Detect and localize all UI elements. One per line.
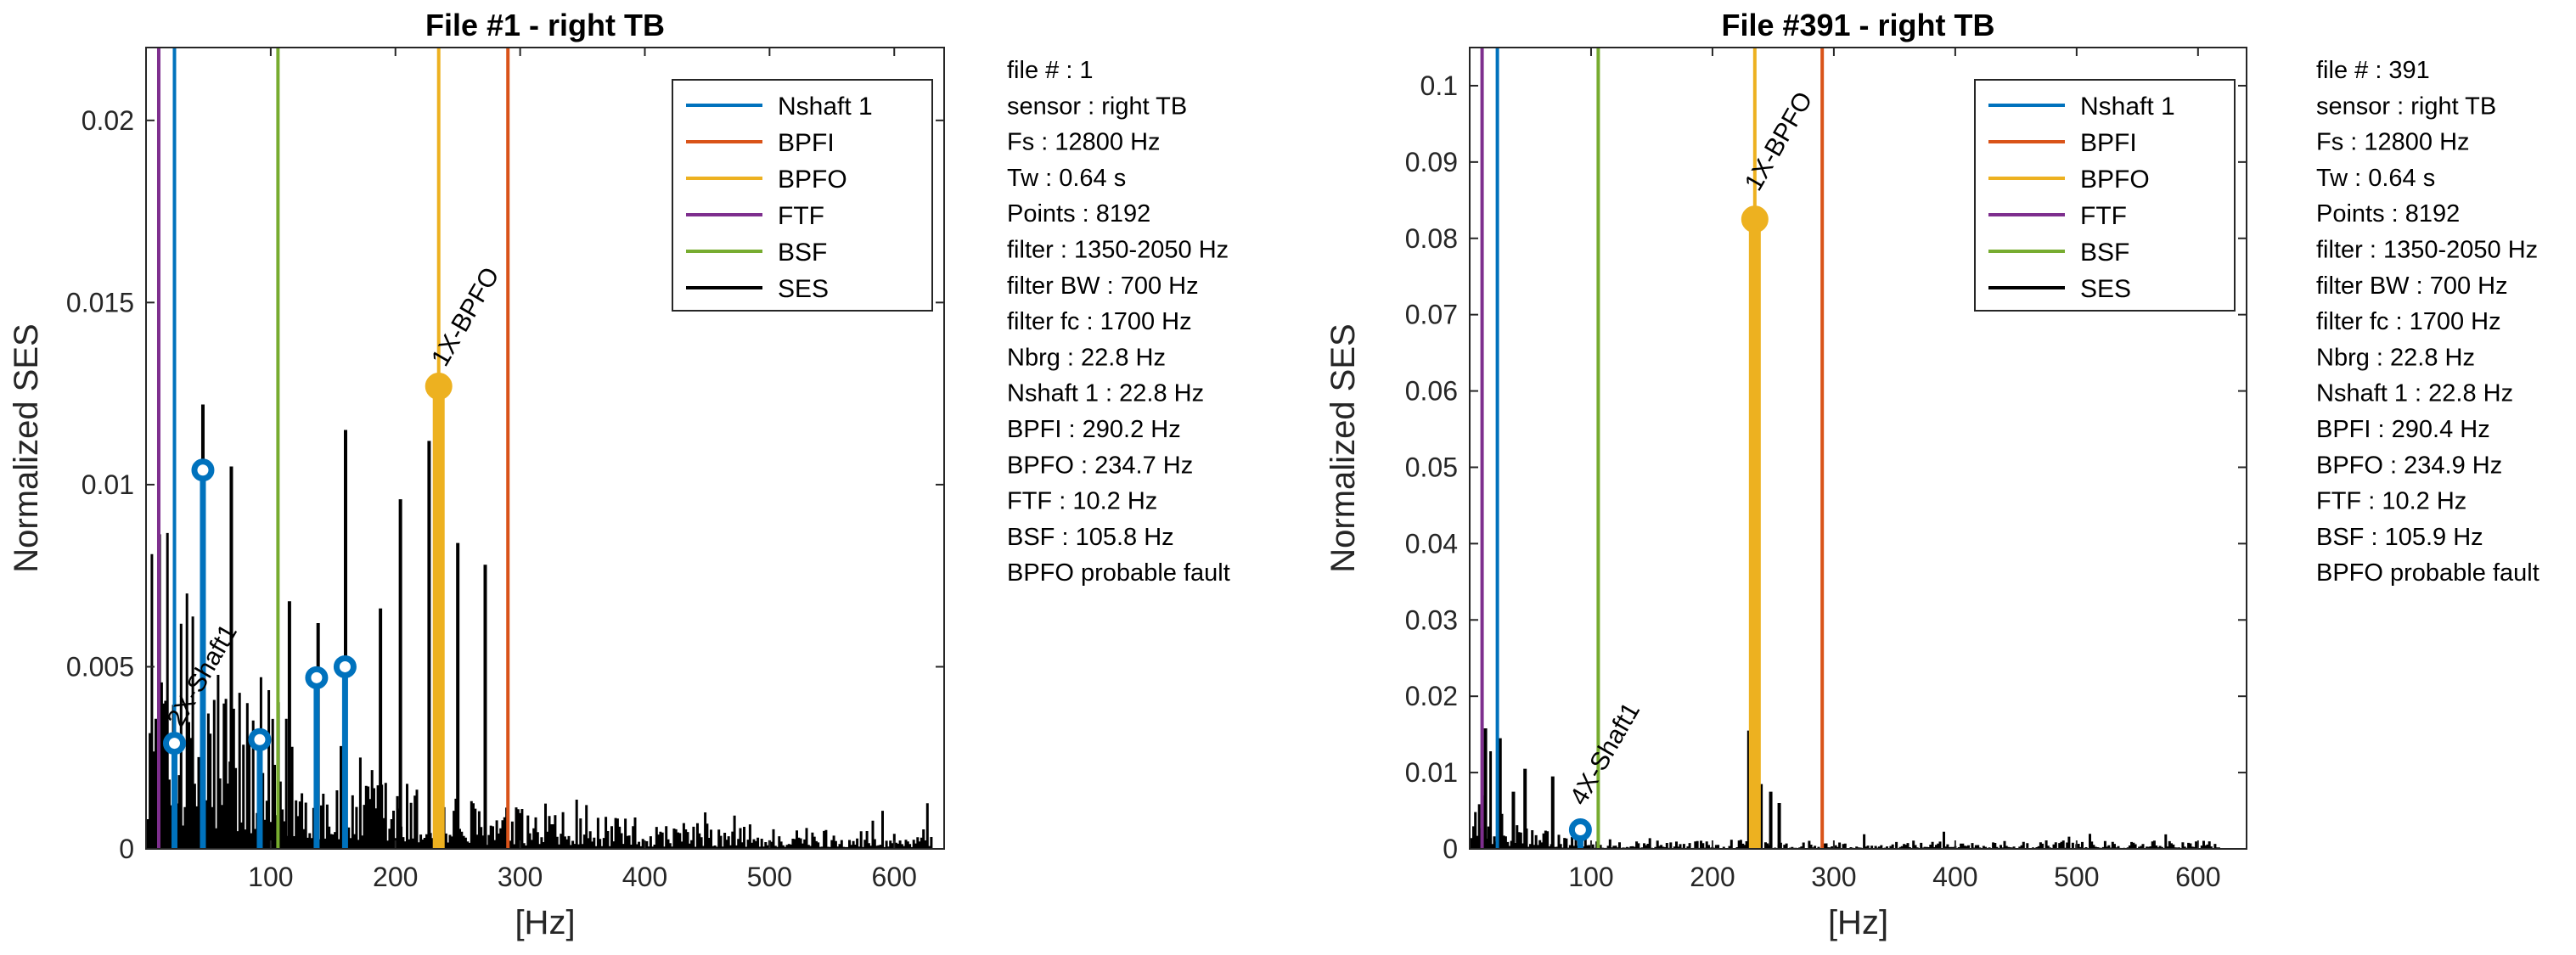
info-line: Fs : 12800 Hz (1007, 129, 1161, 156)
info-line: filter BW : 700 Hz (1007, 272, 1199, 300)
info-line: BPFO probable fault (2316, 559, 2539, 587)
stem-marker (191, 458, 215, 482)
ses-bars (146, 532, 933, 849)
x-axis-label: [Hz] (1828, 904, 1888, 941)
y-tick-label: 0 (119, 834, 134, 864)
legend-label: FTF (778, 202, 824, 230)
x-axis-label: [Hz] (515, 904, 575, 941)
x-tick-label: 300 (498, 862, 543, 892)
legend: Nshaft 1 BPFI BPFO FTF BSF SES (1974, 79, 2236, 312)
info-line: BSF : 105.9 Hz (2316, 524, 2483, 551)
info-line: FTF : 10.2 Hz (1007, 488, 1157, 515)
x-tick-label: 100 (248, 862, 293, 892)
info-line: filter fc : 1700 Hz (1007, 308, 1192, 335)
legend-box (1974, 79, 2236, 312)
y-tick-label: 0.04 (1405, 528, 1458, 559)
legend-label: SES (2080, 275, 2131, 303)
chart-title: File #1 - right TB (425, 8, 665, 42)
y-tick-label: 0 (1443, 834, 1458, 864)
y-tick-label: 0.015 (66, 287, 134, 317)
legend-label: Nshaft 1 (778, 93, 873, 121)
y-tick-label: 0.1 (1420, 70, 1458, 101)
stem-marker (333, 654, 357, 678)
info-line: Fs : 12800 Hz (2316, 129, 2470, 156)
info-line: FTF : 10.2 Hz (2316, 488, 2466, 515)
legend-box (672, 79, 933, 312)
y-tick-label: 0.07 (1405, 300, 1458, 330)
y-tick-label: 0.02 (82, 105, 134, 136)
info-line: file # : 1 (1007, 57, 1094, 84)
info-line: Points : 8192 (2316, 200, 2460, 228)
legend-label: BPFI (2080, 129, 2137, 157)
y-axis-label: Normalized SES (8, 323, 45, 572)
info-line: sensor : right TB (1007, 93, 1187, 120)
x-tick-label: 400 (622, 862, 667, 892)
x-tick-label: 200 (1690, 862, 1735, 892)
x-tick-label: 100 (1568, 862, 1613, 892)
x-tick-label: 300 (1811, 862, 1856, 892)
x-tick-label: 200 (373, 862, 418, 892)
legend-label: BSF (2080, 239, 2129, 267)
y-tick-label: 0.06 (1405, 376, 1458, 407)
info-line: Tw : 0.64 s (2316, 165, 2435, 192)
legend-label: SES (778, 275, 829, 303)
info-line: BPFO : 234.9 Hz (2316, 452, 2502, 479)
y-tick-label: 0.01 (1405, 757, 1458, 788)
chart-title: File #391 - right TB (1721, 8, 1994, 42)
info-line: filter fc : 1700 Hz (2316, 308, 2501, 335)
legend-label: BPFI (778, 129, 835, 157)
y-tick-label: 0.09 (1405, 147, 1458, 177)
info-line: Points : 8192 (1007, 200, 1150, 228)
legend-label: Nshaft 1 (2080, 93, 2175, 121)
y-tick-label: 0.005 (66, 651, 134, 682)
x-tick-label: 500 (2054, 862, 2099, 892)
axes-box (145, 47, 945, 850)
y-tick-label: 0.08 (1405, 223, 1458, 254)
info-line: Tw : 0.64 s (1007, 165, 1126, 192)
info-line: BPFI : 290.4 Hz (2316, 416, 2490, 443)
info-line: Nshaft 1 : 22.8 Hz (2316, 380, 2513, 407)
stem-marker (305, 666, 329, 689)
y-tick-label: 0.02 (1405, 681, 1458, 711)
legend: Nshaft 1 BPFI BPFO FTF BSF SES (672, 79, 933, 312)
info-line: filter : 1350-2050 Hz (2316, 237, 2538, 264)
x-tick-label: 400 (1932, 862, 1977, 892)
y-axis-label: Normalized SES (1325, 323, 1362, 572)
info-line: BPFO : 234.7 Hz (1007, 452, 1193, 479)
legend-label: BPFO (778, 166, 847, 194)
info-line: filter : 1350-2050 Hz (1007, 237, 1229, 264)
info-line: Nbrg : 22.8 Hz (1007, 344, 1166, 371)
info-line: Nbrg : 22.8 Hz (2316, 344, 2475, 371)
stem-marker (425, 373, 453, 401)
legend-label: FTF (2080, 202, 2127, 230)
info-panel-1: file # : 1 sensor : right TB Fs : 12800 Hz… (1007, 57, 1230, 587)
ses-series (146, 404, 933, 849)
stem-marker (248, 727, 272, 751)
y-tick-label: 0.05 (1405, 452, 1458, 482)
info-line: BPFO probable fault (1007, 559, 1230, 587)
stem-marker (1568, 818, 1592, 842)
info-line: BPFI : 290.2 Hz (1007, 416, 1181, 443)
legend-label: BPFO (2080, 166, 2150, 194)
y-tick-label: 0.03 (1405, 604, 1458, 635)
y-tick-label: 0.01 (82, 469, 134, 500)
x-tick-label: 600 (872, 862, 917, 892)
x-tick-label: 500 (747, 862, 792, 892)
info-line: filter BW : 700 Hz (2316, 272, 2508, 300)
legend-label: BSF (778, 239, 827, 267)
info-line: sensor : right TB (2316, 93, 2496, 120)
info-line: Nshaft 1 : 22.8 Hz (1007, 380, 1204, 407)
stem-marker (162, 732, 186, 756)
stem-marker (1741, 205, 1769, 233)
axes-box (1469, 47, 2247, 850)
info-line: file # : 391 (2316, 57, 2430, 84)
info-panel-2: file # : 391 sensor : right TB Fs : 12800 … (2316, 57, 2539, 587)
x-tick-label: 600 (2175, 862, 2220, 892)
info-line: BSF : 105.8 Hz (1007, 524, 1174, 551)
